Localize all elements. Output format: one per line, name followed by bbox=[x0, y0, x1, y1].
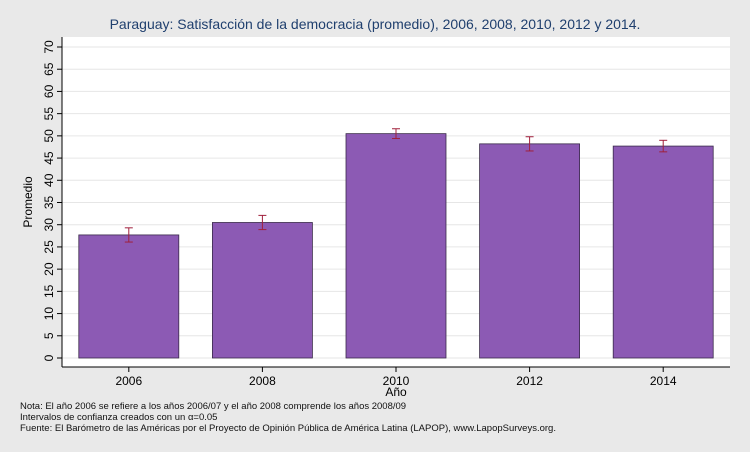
y-tick-label: 45 bbox=[42, 151, 56, 165]
y-tick-label: 5 bbox=[42, 332, 56, 339]
y-tick-label: 35 bbox=[42, 196, 56, 210]
bar bbox=[345, 133, 447, 359]
y-tick-label: 40 bbox=[42, 173, 56, 187]
error-bars bbox=[124, 128, 668, 243]
bar bbox=[78, 234, 180, 359]
x-ticks: 2006 2008 2010 2012 2014 bbox=[115, 367, 677, 388]
y-tick-label: 30 bbox=[42, 218, 56, 232]
y-tick-label: 65 bbox=[42, 62, 56, 76]
y-tick-label: 70 bbox=[42, 40, 56, 54]
y-tick-label: 15 bbox=[42, 284, 56, 298]
x-tick-label: 2012 bbox=[516, 374, 543, 388]
y-tick-label: 25 bbox=[42, 240, 56, 254]
y-ticks: 0 5 10 15 20 25 30 35 40 45 50 55 60 65 70 bbox=[42, 40, 62, 361]
footnote-2: Intervalos de confianza creados con un α… bbox=[20, 412, 218, 423]
y-tick-label: 55 bbox=[42, 107, 56, 121]
x-axis-label: Año bbox=[385, 385, 407, 399]
x-tick-label: 2008 bbox=[249, 374, 276, 388]
footnotes: Nota: El año 2006 se refiere a los años … bbox=[20, 401, 556, 434]
y-tick-label: 20 bbox=[42, 262, 56, 276]
y-axis-label: Promedio bbox=[21, 176, 35, 228]
y-tick-label: 60 bbox=[42, 84, 56, 98]
y-tick-label: 10 bbox=[42, 307, 56, 321]
footnote-1: Nota: El año 2006 se refiere a los años … bbox=[20, 401, 407, 412]
x-tick-label: 2014 bbox=[650, 374, 677, 388]
bar bbox=[211, 222, 313, 359]
bars bbox=[78, 133, 714, 359]
bar bbox=[612, 145, 714, 359]
chart-title: Paraguay: Satisfacción de la democracia … bbox=[109, 16, 641, 32]
x-tick-label: 2010 bbox=[383, 374, 410, 388]
y-tick-label: 0 bbox=[42, 354, 56, 361]
y-tick-label: 50 bbox=[42, 129, 56, 143]
bar bbox=[479, 143, 581, 359]
x-tick-label: 2006 bbox=[115, 374, 142, 388]
footnote-3: Fuente: El Barómetro de las Américas por… bbox=[20, 423, 556, 434]
